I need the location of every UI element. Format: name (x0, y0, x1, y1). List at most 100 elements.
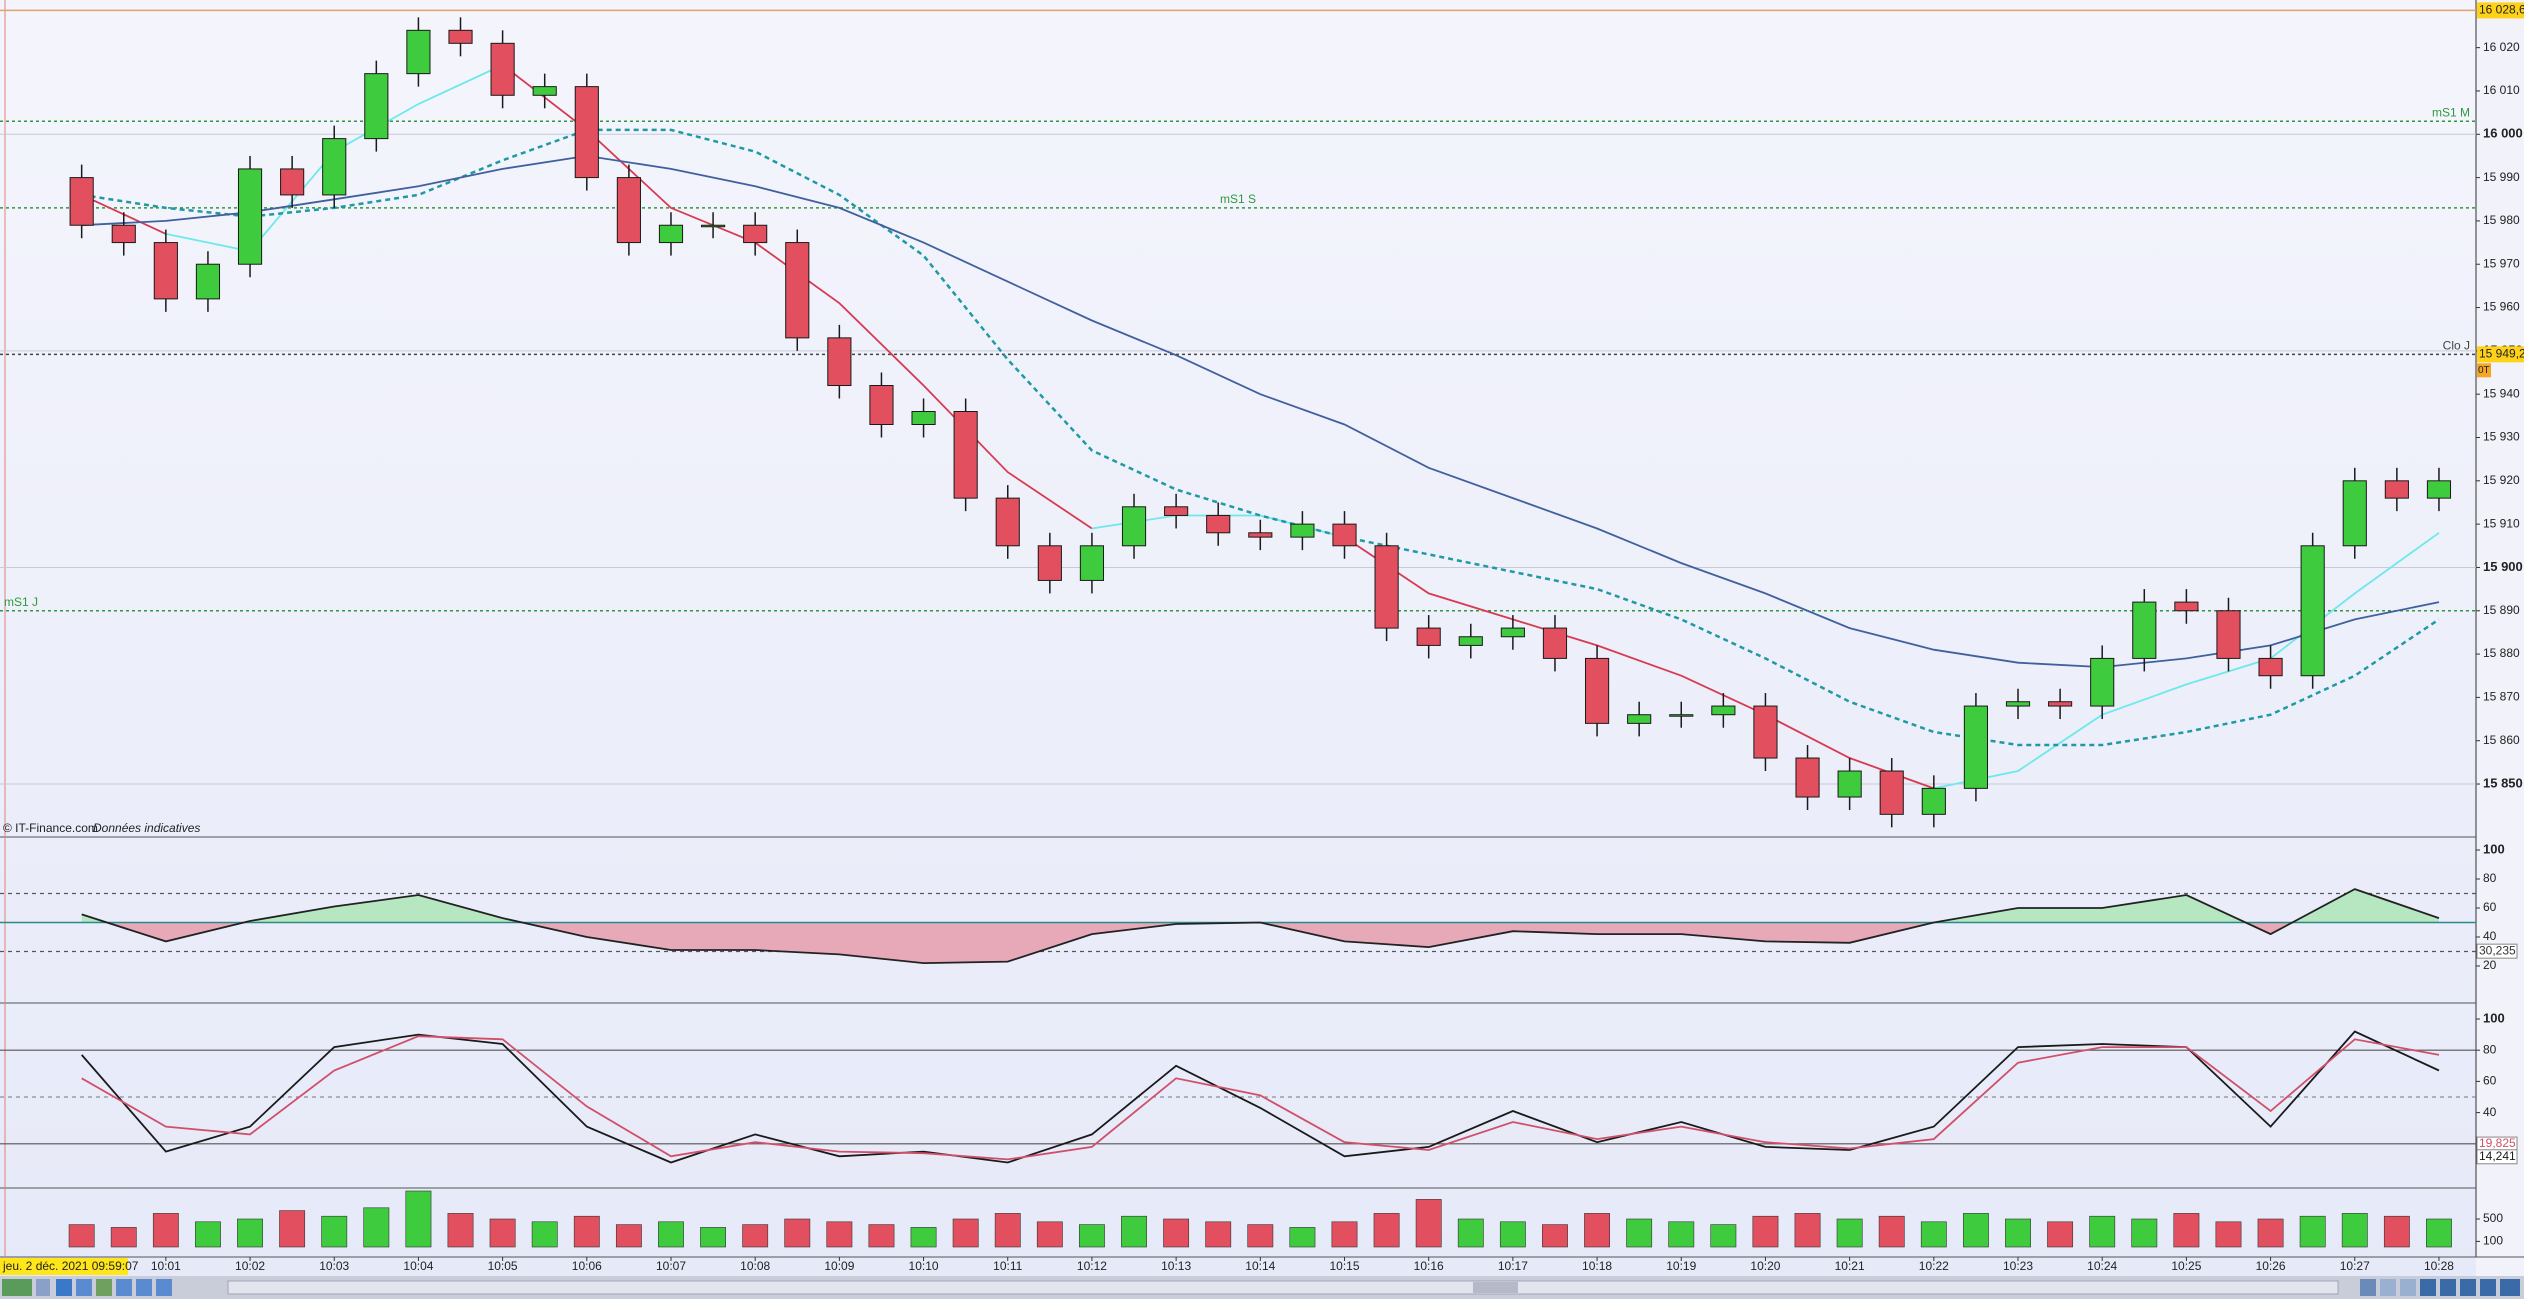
candle-body (2174, 601, 2199, 612)
candle-body (827, 337, 852, 387)
volume-bar (2215, 1221, 2242, 1248)
candle-body (1248, 532, 1273, 538)
toolbar-button[interactable] (2380, 1279, 2396, 1296)
candle-body (1584, 657, 1610, 724)
volume-bar (1499, 1221, 1526, 1248)
volume-bar (321, 1215, 348, 1248)
y-tick-label: 15 880 (2483, 646, 2520, 660)
volume-bar (237, 1218, 263, 1248)
toolbar-button[interactable] (36, 1279, 50, 1296)
level-badge (2477, 2, 2524, 19)
toolbar-button[interactable] (2400, 1279, 2416, 1296)
toolbar-button[interactable] (2460, 1279, 2476, 1296)
candle-body (1921, 787, 1946, 815)
y-tick-label: 40 (2483, 929, 2497, 943)
x-tick-label: 10:22 (1919, 1259, 1949, 1273)
last-value: 30,235 (2479, 943, 2516, 957)
volume-bar (1247, 1224, 1274, 1248)
volume-bar (910, 1227, 937, 1248)
toolbar-button[interactable] (136, 1279, 152, 1296)
scrollbar-track[interactable] (227, 1280, 2339, 1295)
volume-bar (110, 1227, 137, 1248)
candle-body (1500, 627, 1525, 638)
candle-body (406, 29, 431, 75)
volume-bar (1752, 1215, 1779, 1248)
copyright: © IT-Finance.com (3, 821, 98, 835)
volume-bar (615, 1224, 642, 1248)
volume-bar (195, 1221, 221, 1248)
candle-body (2342, 480, 2367, 547)
candle-body (69, 177, 94, 226)
y-tick-label: 15 860 (2483, 733, 2520, 747)
volume-bar (1036, 1221, 1063, 1248)
volume-bar (2173, 1213, 2200, 1248)
y-tick-label: 15 910 (2483, 516, 2520, 530)
y-tick-label: 80 (2483, 871, 2497, 885)
volume-bar (2089, 1215, 2116, 1248)
y-tick-label: 15 970 (2483, 256, 2520, 270)
volume-bar (405, 1190, 432, 1248)
toolbar-button[interactable] (2360, 1279, 2376, 1296)
volume-bar (1626, 1218, 1653, 1248)
volume-bar (2426, 1218, 2452, 1248)
toolbar-button[interactable] (56, 1279, 72, 1296)
candle-body (322, 138, 347, 196)
candle-body (490, 42, 515, 96)
candle-body (1121, 506, 1147, 547)
level-label: Clo J (2443, 338, 2470, 352)
level-label: mS1 J (4, 595, 38, 609)
candle-body (1711, 705, 1736, 716)
volume-bar (1710, 1224, 1737, 1248)
candle-body (1079, 545, 1105, 581)
volume-bar (1542, 1224, 1568, 1248)
candle-body (153, 242, 178, 300)
scrollbar-thumb[interactable] (1473, 1282, 1518, 1293)
x-tick-label: 10:16 (1414, 1259, 1444, 1273)
y-tick-label: 100 (2483, 1010, 2505, 1025)
candle-body (1164, 506, 1189, 516)
candle-body (743, 224, 768, 244)
plot-layer: 16 020 16 010 16 000 15 990 15 980 15 970 15 9… (0, 2, 2524, 1273)
indicator-line (81, 888, 2440, 965)
level-badge-text: 15 949,2 (2479, 346, 2524, 360)
volume-bar (1121, 1215, 1147, 1248)
moving-average (81, 128, 2440, 747)
candle-body (2426, 480, 2452, 499)
note: Données indicatives (93, 821, 200, 835)
volume-bar (1584, 1213, 1610, 1248)
y-tick-label: 80 (2483, 1042, 2497, 1056)
volume-bar (68, 1224, 95, 1248)
volume-bar (1205, 1221, 1232, 1248)
candle-body (658, 224, 684, 244)
volume-bar (826, 1221, 853, 1248)
candle-body (237, 168, 263, 265)
volume-bar (1668, 1221, 1695, 1248)
candle-body (1837, 770, 1862, 798)
timestamp: jeu. 2 déc. 2021 09:59:07 (2, 1259, 139, 1273)
volume-bar (784, 1218, 811, 1248)
x-tick-label: 10:28 (2424, 1259, 2454, 1273)
toolbar-button[interactable] (76, 1279, 92, 1296)
x-tick-label: 10:10 (909, 1259, 939, 1273)
candle-body (1669, 714, 1694, 717)
x-tick-label: 10:04 (403, 1259, 433, 1273)
y-tick-label: 16 020 (2483, 40, 2520, 54)
toolbar-button[interactable] (116, 1279, 132, 1296)
volume-bar (1289, 1227, 1316, 1248)
toolbar-button[interactable] (2440, 1279, 2456, 1296)
toolbar-button[interactable] (2420, 1279, 2436, 1296)
x-tick-label: 10:25 (2171, 1259, 2201, 1273)
toolbar-button[interactable] (2500, 1279, 2520, 1296)
toolbar-button[interactable] (96, 1279, 112, 1296)
candle-body (1416, 627, 1441, 646)
x-tick-label: 10:08 (740, 1259, 770, 1273)
x-tick-label: 10:24 (2087, 1259, 2117, 1273)
volume-bar (1331, 1221, 1358, 1248)
toolbar-button[interactable] (2, 1279, 32, 1296)
candle-body (869, 385, 894, 425)
toolbar-button[interactable] (2480, 1279, 2496, 1296)
y-tick-label: 40 (2483, 1105, 2497, 1119)
volume-bar (279, 1210, 306, 1248)
toolbar-button[interactable] (156, 1279, 172, 1296)
